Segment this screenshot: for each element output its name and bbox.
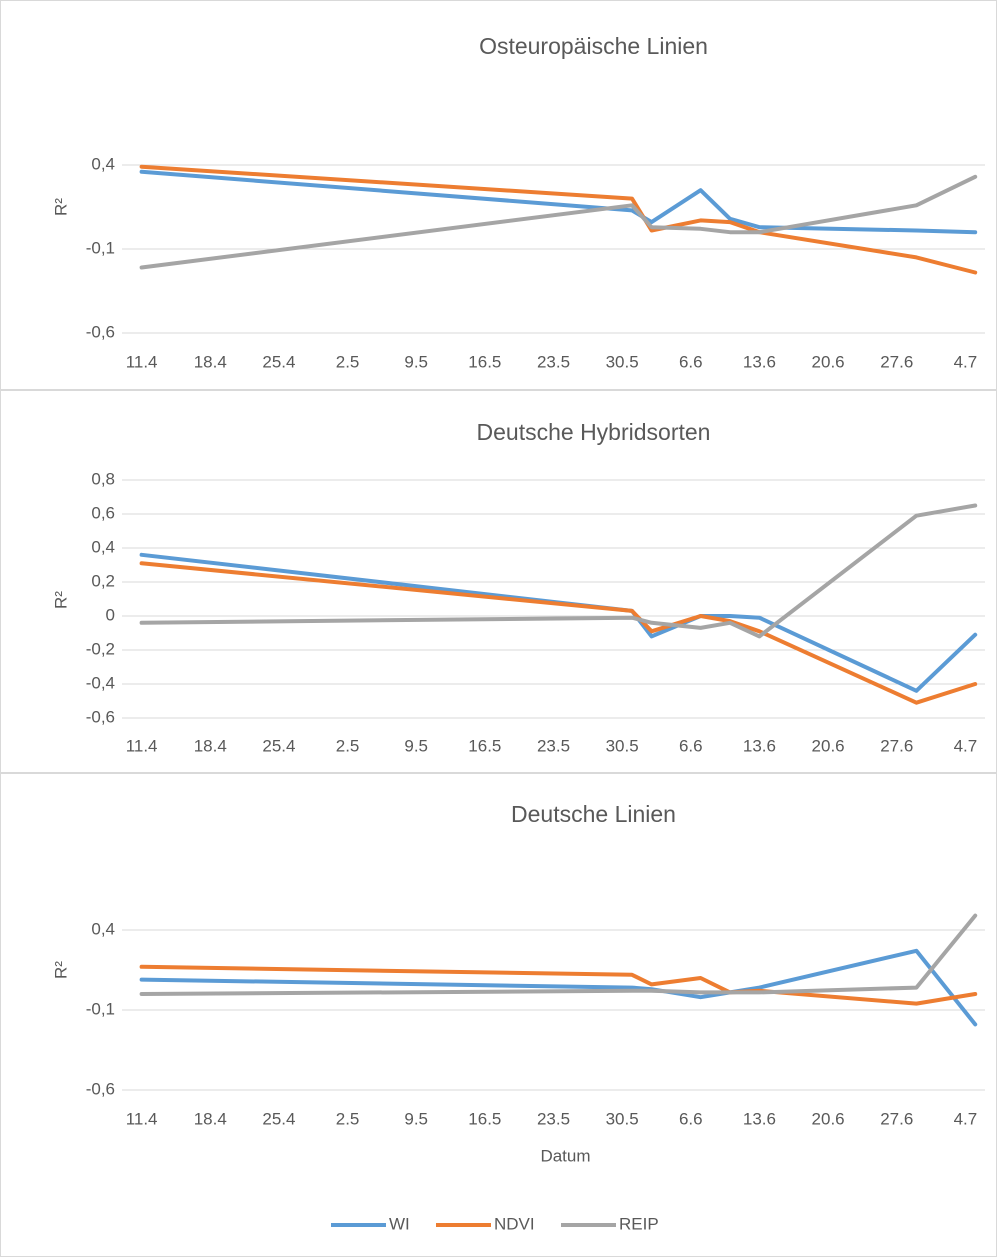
y-axis-title: R² <box>51 591 70 609</box>
x-tick-label: 13.6 <box>743 736 776 755</box>
chart-title: Deutsche Hybridsorten <box>477 419 711 445</box>
x-tick-label: 16.5 <box>468 736 501 755</box>
x-tick-label: 16.5 <box>468 1109 501 1128</box>
y-tick-label: 0,4 <box>91 537 115 556</box>
x-tick-label: 30.5 <box>606 352 639 371</box>
x-tick-label: 20.6 <box>812 1109 845 1128</box>
x-tick-label: 2.5 <box>336 352 360 371</box>
data-line <box>139 174 978 270</box>
y-tick-label: -0,2 <box>86 639 115 658</box>
x-tick-label: 18.4 <box>194 1109 227 1128</box>
x-tick-label: 6.6 <box>679 352 703 371</box>
x-tick-label: 9.5 <box>404 352 428 371</box>
y-tick-label: -0,1 <box>86 999 115 1018</box>
x-tick-label: 13.6 <box>743 352 776 371</box>
chart-title: Osteuropäische Linien <box>479 33 708 59</box>
x-tick-label: 16.5 <box>468 352 501 371</box>
y-tick-label: -0,6 <box>86 707 115 726</box>
x-tick-label: 18.4 <box>194 736 227 755</box>
panel-border <box>0 773 997 1257</box>
x-tick-label: 9.5 <box>404 1109 428 1128</box>
y-tick-label: -0,6 <box>86 322 115 341</box>
x-tick-label: 25.4 <box>262 736 295 755</box>
legend-label: REIP <box>619 1214 659 1233</box>
x-tick-label: 11.4 <box>126 1109 158 1128</box>
y-tick-label: 0 <box>106 605 115 624</box>
y-tick-label: 0,6 <box>91 503 115 522</box>
x-tick-label: 27.6 <box>880 352 913 371</box>
x-tick-label: 6.6 <box>679 1109 703 1128</box>
x-tick-label: 30.5 <box>606 1109 639 1128</box>
data-line <box>139 164 978 275</box>
x-tick-label: 25.4 <box>262 1109 295 1128</box>
y-axis-title: R² <box>51 198 70 216</box>
data-line <box>139 503 978 639</box>
x-tick-label: 20.6 <box>812 352 845 371</box>
legend-label: WI <box>389 1214 410 1233</box>
y-tick-label: -0,1 <box>86 238 115 257</box>
x-tick-label: 9.5 <box>404 736 428 755</box>
y-tick-label: 0,8 <box>91 469 115 488</box>
x-tick-label: 27.6 <box>880 1109 913 1128</box>
data-line <box>139 948 978 1027</box>
y-tick-label: 0,4 <box>91 154 115 173</box>
x-axis-title: Datum <box>540 1146 590 1165</box>
x-tick-label: 18.4 <box>194 352 227 371</box>
x-tick-label: 25.4 <box>262 352 295 371</box>
x-tick-label: 2.5 <box>336 736 360 755</box>
x-tick-label: 23.5 <box>537 1109 570 1128</box>
x-tick-label: 13.6 <box>743 1109 776 1128</box>
x-tick-label: 27.6 <box>880 736 913 755</box>
x-tick-label: 2.5 <box>336 1109 360 1128</box>
chart-title: Deutsche Linien <box>511 801 676 827</box>
legend-label: NDVI <box>494 1214 535 1233</box>
x-tick-label: 11.4 <box>126 352 158 371</box>
data-line <box>139 561 978 705</box>
x-tick-label: 4.7 <box>954 736 978 755</box>
y-tick-label: -0,6 <box>86 1079 115 1098</box>
data-line <box>139 913 978 996</box>
x-tick-label: 4.7 <box>954 1109 978 1128</box>
x-tick-label: 23.5 <box>537 736 570 755</box>
y-tick-label: -0,4 <box>86 673 115 692</box>
x-tick-label: 23.5 <box>537 352 570 371</box>
x-tick-label: 11.4 <box>126 736 158 755</box>
y-axis-title: R² <box>51 961 70 979</box>
x-tick-label: 6.6 <box>679 736 703 755</box>
x-tick-label: 20.6 <box>812 736 845 755</box>
y-tick-label: 0,4 <box>91 919 115 938</box>
data-line <box>139 169 978 235</box>
x-tick-label: 4.7 <box>954 352 978 371</box>
x-tick-label: 30.5 <box>606 736 639 755</box>
y-tick-label: 0,2 <box>91 571 115 590</box>
data-line <box>139 964 978 1006</box>
